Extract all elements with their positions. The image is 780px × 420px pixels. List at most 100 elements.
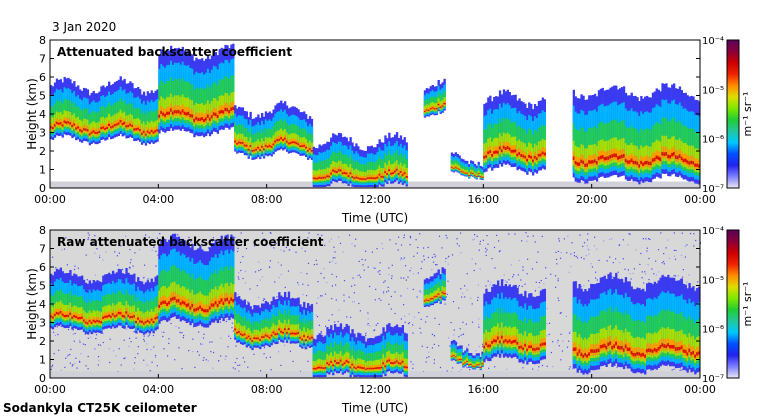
noise-pixel: [247, 366, 249, 368]
noise-pixel: [566, 252, 568, 254]
noise-pixel: [133, 331, 135, 333]
colorbar-scale: [726, 229, 740, 379]
x-tick-label: 20:00: [576, 383, 608, 396]
panel-title: Raw attenuated backscatter coefficient: [57, 235, 324, 249]
noise-pixel: [583, 258, 585, 260]
noise-pixel: [269, 232, 271, 234]
noise-pixel: [479, 243, 481, 245]
noise-pixel: [63, 248, 66, 250]
noise-pixel: [263, 353, 265, 355]
x-tick-label: 00:00: [684, 193, 716, 206]
noise-pixel: [684, 245, 686, 247]
noise-pixel: [445, 234, 447, 237]
noise-pixel: [149, 370, 151, 372]
y-tick-label: 3: [39, 127, 46, 140]
noise-pixel: [188, 236, 190, 238]
noise-pixel: [482, 345, 484, 347]
x-tick-label: 16:00: [467, 193, 499, 206]
noise-pixel: [320, 331, 322, 333]
noise-pixel: [129, 337, 131, 339]
noise-pixel: [261, 276, 264, 278]
noise-pixel: [431, 347, 433, 349]
noise-pixel: [151, 249, 153, 251]
noise-pixel: [400, 318, 402, 320]
noise-pixel: [121, 268, 124, 271]
noise-pixel: [188, 350, 190, 352]
noise-pixel: [324, 293, 327, 295]
noise-pixel: [695, 290, 697, 292]
noise-pixel: [486, 249, 488, 251]
colorbar-tick-label: 10⁻⁷: [702, 184, 724, 195]
noise-pixel: [240, 232, 242, 234]
noise-pixel: [373, 267, 375, 269]
noise-pixel: [496, 234, 498, 236]
noise-pixel: [374, 329, 376, 331]
noise-pixel: [681, 276, 684, 278]
noise-pixel: [410, 267, 412, 269]
noise-pixel: [583, 285, 585, 287]
cloud-feature: [312, 323, 408, 378]
noise-pixel: [313, 264, 315, 266]
y-tick-label: 3: [39, 317, 46, 330]
noise-pixel: [129, 267, 131, 269]
noise-pixel: [225, 320, 227, 323]
noise-pixel: [135, 337, 137, 339]
noise-pixel: [431, 256, 433, 258]
noise-pixel: [646, 250, 648, 252]
noise-pixel: [404, 265, 407, 267]
cloud-feature: [158, 233, 235, 328]
noise-pixel: [583, 242, 586, 244]
noise-pixel: [400, 295, 402, 297]
noise-pixel: [208, 247, 210, 249]
noise-pixel: [154, 354, 157, 357]
noise-pixel: [377, 322, 379, 325]
noise-pixel: [238, 278, 240, 280]
noise-pixel: [412, 273, 415, 275]
noise-pixel: [257, 296, 260, 298]
cloud-feature: [450, 339, 484, 371]
noise-pixel: [56, 326, 58, 328]
noise-pixel: [64, 366, 66, 368]
noise-pixel: [283, 250, 285, 252]
noise-pixel: [673, 368, 675, 370]
noise-pixel: [499, 250, 501, 252]
noise-pixel: [198, 354, 200, 356]
noise-pixel: [289, 350, 291, 352]
noise-pixel: [587, 233, 589, 235]
noise-pixel: [645, 273, 647, 275]
x-tick-label: 08:00: [251, 383, 283, 396]
noise-pixel: [317, 297, 319, 299]
noise-pixel: [95, 334, 98, 336]
noise-pixel: [323, 277, 325, 279]
noise-pixel: [324, 244, 326, 246]
noise-pixel: [84, 344, 86, 346]
noise-pixel: [105, 251, 107, 253]
noise-pixel: [225, 355, 227, 357]
noise-pixel: [143, 340, 145, 342]
noise-pixel: [99, 254, 101, 256]
noise-pixel: [253, 245, 255, 247]
noise-pixel: [87, 238, 89, 241]
noise-pixel: [244, 282, 247, 284]
noise-pixel: [403, 304, 405, 306]
noise-pixel: [125, 235, 127, 237]
noise-pixel: [560, 251, 562, 254]
noise-pixel: [161, 331, 163, 333]
noise-pixel: [388, 303, 390, 305]
noise-pixel: [87, 355, 89, 358]
noise-pixel: [277, 262, 279, 264]
panel-raw-attenuated-backscatter: 0 1 2 3 4 5 6 7 8 00:00 04:00 08:00 12:00 16:00 20:00…: [25, 224, 716, 415]
noise-pixel: [617, 271, 619, 273]
noise-pixel: [464, 296, 466, 298]
noise-pixel: [197, 244, 199, 246]
noise-pixel: [379, 273, 381, 275]
noise-pixel: [478, 324, 480, 326]
noise-pixel: [334, 251, 336, 253]
noise-pixel: [234, 236, 236, 238]
noise-pixel: [95, 338, 97, 340]
noise-pixel: [448, 337, 450, 339]
noise-pixel: [284, 344, 286, 346]
noise-pixel: [237, 364, 239, 366]
noise-pixel: [367, 266, 369, 268]
noise-pixel: [387, 290, 390, 292]
